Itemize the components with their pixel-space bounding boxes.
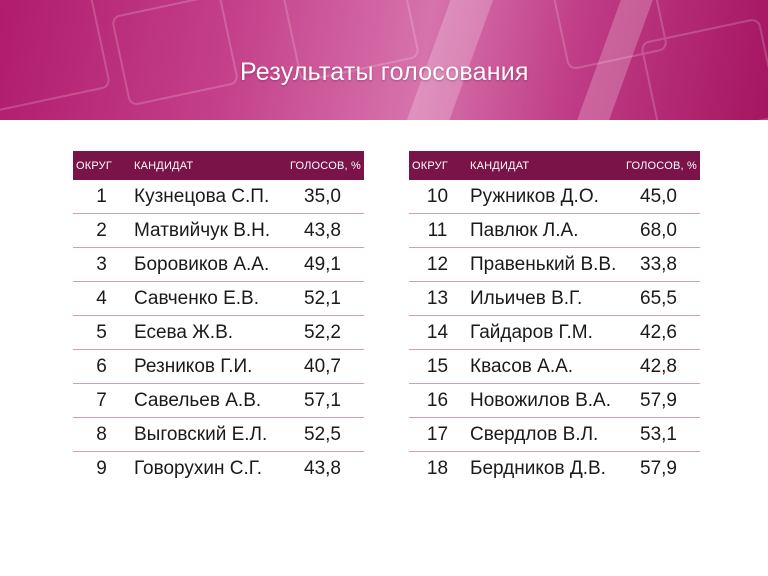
- candidate-cell: Савельев А.В.: [130, 383, 284, 418]
- candidate-cell: Ильичев В.Г.: [466, 281, 620, 316]
- candidate-cell: Резников Г.И.: [130, 349, 284, 384]
- table-row: 3 Боровиков А.А. 49,1: [73, 247, 364, 282]
- district-cell: 11: [409, 213, 466, 248]
- votes-cell: 42,6: [620, 315, 700, 350]
- votes-cell: 52,5: [284, 417, 364, 452]
- table-header-row: ОКРУГ КАНДИДАТ ГОЛОСОВ, %: [73, 151, 364, 180]
- votes-cell: 65,5: [620, 281, 700, 316]
- table-row: 9 Говорухин С.Г. 43,8: [73, 452, 364, 486]
- candidate-cell: Есева Ж.В.: [130, 315, 284, 350]
- candidate-cell: Кузнецова С.П.: [130, 180, 284, 214]
- district-cell: 6: [73, 349, 130, 384]
- votes-cell: 68,0: [620, 213, 700, 248]
- page-title: Результаты голосования: [240, 58, 529, 86]
- table-row: 5 Есева Ж.В. 52,2: [73, 315, 364, 350]
- district-cell: 15: [409, 349, 466, 384]
- results-table-left: ОКРУГ КАНДИДАТ ГОЛОСОВ, % 1 Кузнецова С.П…: [73, 151, 364, 485]
- votes-cell: 43,8: [284, 213, 364, 248]
- candidate-cell: Правенький В.В.: [466, 247, 620, 282]
- candidate-cell: Павлюк Л.А.: [466, 213, 620, 248]
- candidate-cell: Выговский Е.Л.: [130, 417, 284, 452]
- column-header-votes: ГОЛОСОВ, %: [289, 159, 361, 172]
- table-row: 11 Павлюк Л.А. 68,0: [409, 213, 700, 248]
- candidate-cell: Новожилов В.А.: [466, 383, 620, 418]
- district-cell: 10: [409, 180, 466, 214]
- candidate-cell: Гайдаров Г.М.: [466, 315, 620, 350]
- candidate-cell: Ружников Д.О.: [466, 180, 620, 214]
- column-header-candidate: КАНДИДАТ: [134, 159, 194, 172]
- table-row: 12 Правенький В.В. 33,8: [409, 247, 700, 282]
- votes-cell: 52,1: [284, 281, 364, 316]
- table-row: 14 Гайдаров Г.М. 42,6: [409, 315, 700, 350]
- table-row: 10 Ружников Д.О. 45,0: [409, 180, 700, 214]
- column-header-candidate: КАНДИДАТ: [470, 159, 530, 172]
- table-row: 4 Савченко Е.В. 52,1: [73, 281, 364, 316]
- district-cell: 16: [409, 383, 466, 418]
- candidate-cell: Савченко Е.В.: [130, 281, 284, 316]
- district-cell: 12: [409, 247, 466, 282]
- candidate-cell: Свердлов В.Л.: [466, 417, 620, 452]
- votes-cell: 49,1: [284, 247, 364, 282]
- column-header-district: ОКРУГ: [76, 159, 113, 172]
- votes-cell: 53,1: [620, 417, 700, 452]
- district-cell: 14: [409, 315, 466, 350]
- header-banner: Результаты голосования: [0, 0, 768, 120]
- votes-cell: 33,8: [620, 247, 700, 282]
- results-table-right: ОКРУГ КАНДИДАТ ГОЛОСОВ, % 10 Ружников Д.О…: [409, 151, 700, 485]
- candidate-cell: Бердников Д.В.: [470, 457, 606, 479]
- table-row: 7 Савельев А.В. 57,1: [73, 383, 364, 418]
- column-header-district: ОКРУГ: [412, 159, 449, 172]
- votes-cell: 52,2: [284, 315, 364, 350]
- table-row: 2 Матвийчук В.Н. 43,8: [73, 213, 364, 248]
- votes-cell: 43,8: [304, 457, 341, 479]
- table-row: 6 Резников Г.И. 40,7: [73, 349, 364, 384]
- district-cell: 8: [73, 417, 130, 452]
- district-cell: 13: [409, 281, 466, 316]
- district-cell: 18: [426, 457, 449, 479]
- district-cell: 5: [73, 315, 130, 350]
- table-row: 18 Бердников Д.В. 57,9: [409, 452, 700, 486]
- district-cell: 9: [96, 457, 107, 479]
- votes-cell: 40,7: [284, 349, 364, 384]
- votes-cell: 57,9: [620, 383, 700, 418]
- votes-cell: 42,8: [620, 349, 700, 384]
- votes-cell: 35,0: [284, 180, 364, 214]
- table-row: 13 Ильичев В.Г. 65,5: [409, 281, 700, 316]
- column-header-votes: ГОЛОСОВ, %: [625, 159, 697, 172]
- district-cell: 2: [73, 213, 130, 248]
- candidate-cell: Говорухин С.Г.: [134, 457, 263, 479]
- table-row: 16 Новожилов В.А. 57,9: [409, 383, 700, 418]
- votes-cell: 57,9: [640, 457, 677, 479]
- district-cell: 7: [73, 383, 130, 418]
- district-cell: 4: [73, 281, 130, 316]
- candidate-cell: Боровиков А.А.: [130, 247, 284, 282]
- candidate-cell: Квасов А.А.: [466, 349, 620, 384]
- banner-keyboard-graphic: [0, 0, 768, 120]
- table-row: 15 Квасов А.А. 42,8: [409, 349, 700, 384]
- table-row: 17 Свердлов В.Л. 53,1: [409, 417, 700, 452]
- votes-cell: 45,0: [620, 180, 700, 214]
- district-cell: 3: [73, 247, 130, 282]
- votes-cell: 57,1: [284, 383, 364, 418]
- table-row: 1 Кузнецова С.П. 35,0: [73, 180, 364, 214]
- district-cell: 1: [73, 180, 130, 214]
- district-cell: 17: [409, 417, 466, 452]
- table-header-row: ОКРУГ КАНДИДАТ ГОЛОСОВ, %: [409, 151, 700, 180]
- table-row: 8 Выговский Е.Л. 52,5: [73, 417, 364, 452]
- candidate-cell: Матвийчук В.Н.: [130, 213, 284, 248]
